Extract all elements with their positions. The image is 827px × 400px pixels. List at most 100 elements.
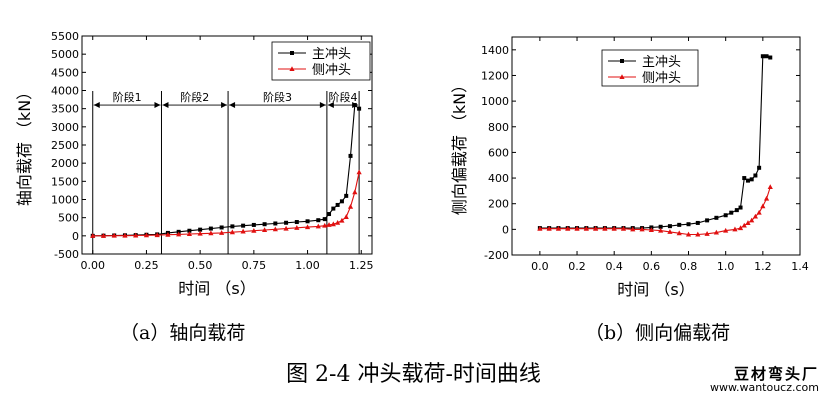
series-line-main-punch [92,103,360,237]
data-point-square [749,177,754,182]
stage-arrow-head-right [319,102,326,109]
data-point-triangle [251,227,257,233]
x-tick-label: 0.75 [242,259,267,272]
data-point-triangle [574,225,580,231]
data-point-triangle [763,195,770,201]
x-tick-label: 1.2 [754,260,772,273]
data-point-square [742,176,747,181]
stage-label: 阶段1 [113,90,142,104]
stage-arrow-head-left [327,102,334,109]
data-point-square [738,205,743,210]
stage-label: 阶段4 [329,90,358,104]
data-point-square [316,218,321,223]
legend-swatch-marker [620,59,624,63]
x-tick-label: 0.0 [531,260,549,273]
x-tick-label: 1.4 [791,260,809,273]
y-axis-label: 轴向载荷 （kN） [15,84,34,206]
data-point-square [729,210,734,215]
data-point-triangle [335,219,341,225]
y-tick-label: 5500 [51,30,79,43]
data-point-triangle [165,231,171,237]
x-tick-label: 0.4 [605,260,623,273]
y-tick-label: -200 [484,249,509,262]
data-point-triangle [339,217,345,223]
data-point-triangle [565,225,571,231]
data-point-triangle [111,232,117,238]
data-point-triangle [315,223,321,229]
caption-b: （b）侧向偏载荷 [585,322,731,344]
data-point-square [695,220,700,225]
stage-label: 阶段3 [263,90,292,104]
legend-swatch-marker [619,74,625,79]
data-point-square [262,222,267,227]
data-point-square [734,208,739,213]
data-point-square [667,224,672,229]
data-point-square [677,222,682,227]
legend-box [601,49,699,87]
stage-arrow-head-left [162,102,169,109]
y-axis-label: 侧向偏载荷 （kN） [450,77,469,215]
data-point-triangle [122,232,128,238]
x-tick-label: 1.00 [295,259,320,272]
data-point-triangle [602,225,608,231]
stage-arrow-head-left [229,102,236,109]
data-point-triangle [326,222,332,227]
data-point-triangle [322,222,328,228]
data-point-square [251,222,256,227]
x-tick-label: 1.25 [349,259,374,272]
legend-label: 侧冲头 [312,63,351,78]
data-point-triangle [100,233,107,238]
data-point-square [198,227,203,232]
legend-swatch-marker [290,51,294,55]
data-point-triangle [229,229,235,235]
data-point-square [760,54,765,59]
figure-caption: 图 2-4 冲头载荷-时间曲线 [286,362,541,387]
y-tick-label: 500 [58,212,79,225]
legend-label: 主冲头 [642,55,681,70]
data-point-square [348,153,353,158]
data-point-square [284,220,289,225]
data-point-triangle [676,230,682,236]
data-point-triangle [685,231,692,237]
y-tick-label: 2500 [51,139,79,152]
data-point-square [686,222,691,227]
data-point-triangle [555,225,562,231]
data-point-square [753,173,758,178]
data-point-square [335,202,340,207]
chart-a: -500 0 500 1000 1500 2000 2500 3000 3500 4000 4500… [15,30,374,298]
data-point-triangle [294,225,300,230]
watermark-url: www.wantoucz.com [709,381,819,395]
data-point-triangle [593,225,599,231]
data-point-triangle [208,230,214,236]
data-point-triangle [176,231,182,237]
data-point-triangle [630,226,636,232]
data-point-square [714,215,719,220]
legend-label: 侧冲头 [642,71,681,86]
y-tick-label: 4000 [51,85,79,98]
y-tick-label: 1000 [51,194,79,207]
data-point-triangle [356,169,362,175]
data-point-triangle [330,221,336,227]
data-point-triangle [537,225,543,231]
y-tick-label: 3500 [51,103,79,116]
x-tick-label: 0.25 [134,259,159,272]
y-tick-label: 400 [488,172,509,185]
data-point-square [219,225,224,230]
data-point-square [745,178,750,183]
data-point-triangle [695,231,701,237]
data-point-triangle [347,203,354,209]
x-tick-label: 1.0 [717,260,735,273]
data-point-square [331,206,336,211]
data-point-triangle [133,232,139,238]
y-tick-label: 1500 [51,175,79,188]
y-tick-label: 600 [488,146,509,159]
data-point-triangle [352,189,358,195]
data-point-triangle [745,220,751,225]
chart-b: -200 0 200 400 600 800 1000 1200 1400 0.0 0.2 0.4 0.… [450,36,809,299]
data-point-square [658,224,663,229]
stage-label: 阶段2 [180,90,209,104]
y-tick-label: 1000 [481,95,509,108]
